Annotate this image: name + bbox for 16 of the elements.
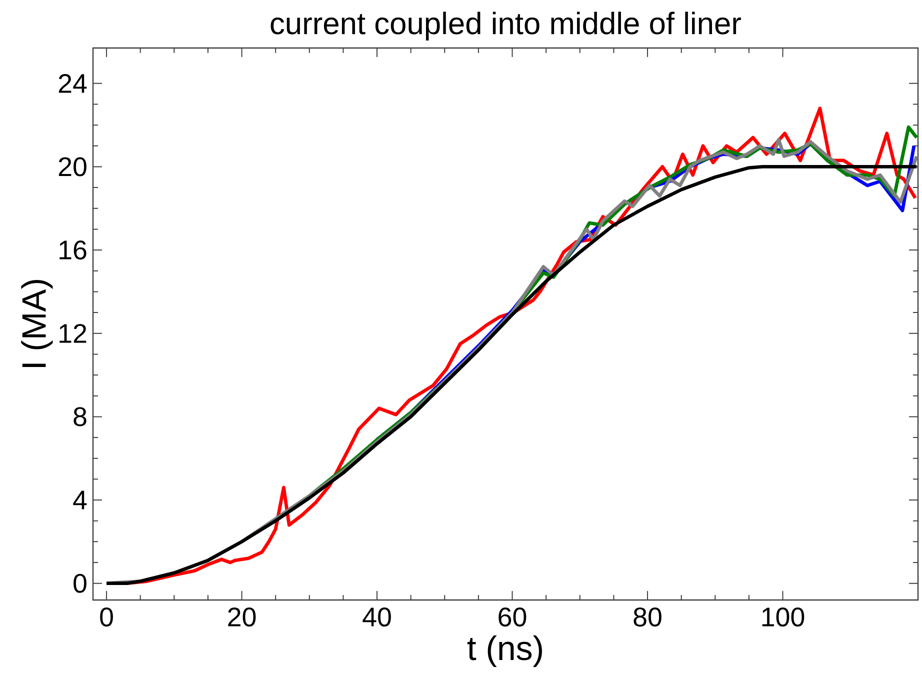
chart-title: current coupled into middle of liner <box>270 12 741 40</box>
x-axis-title: t (ns) <box>467 635 542 667</box>
y-tick-label: 0 <box>74 574 86 593</box>
x-tick-label: 40 <box>362 608 391 627</box>
y-tick-label: 16 <box>60 240 86 260</box>
y-tick-label: 20 <box>58 157 86 176</box>
x-tick-label: 80 <box>634 608 662 627</box>
y-tick-label: 12 <box>60 324 86 343</box>
x-tick-label: 60 <box>498 608 526 627</box>
y-tick-label: 24 <box>58 74 87 93</box>
y-axis-title: I (MA) <box>21 280 53 367</box>
y-tick-label: 8 <box>74 407 86 426</box>
x-tick-label: 0 <box>100 608 113 627</box>
x-tick-label: 20 <box>228 608 256 627</box>
x-tick-label: 100 <box>762 608 804 627</box>
y-tick-label: 4 <box>73 490 87 510</box>
